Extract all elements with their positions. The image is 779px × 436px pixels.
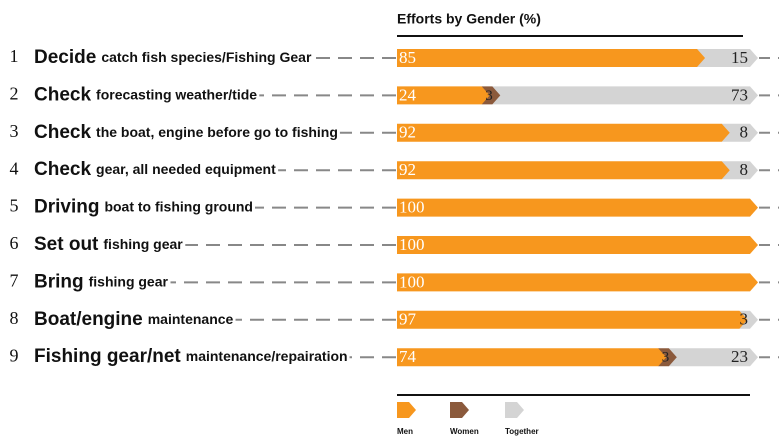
row-label: 3 Check the boat, engine before go to fish… xyxy=(0,120,340,145)
label-background xyxy=(0,195,255,220)
row-number: 8 xyxy=(10,308,19,328)
row-number: 3 xyxy=(10,121,19,141)
row-number: 9 xyxy=(10,345,19,365)
label-background xyxy=(0,158,279,183)
bar-segment xyxy=(397,123,730,142)
category-label: Fishing gear/net maintenance/repairation xyxy=(34,346,348,367)
bar-segment xyxy=(492,86,758,105)
category-lead: Driving xyxy=(34,197,99,218)
row-number: 2 xyxy=(10,84,19,104)
row-label: 7 Bring fishing gear xyxy=(0,270,171,295)
category-label: Bring fishing gear xyxy=(34,271,169,292)
label-background xyxy=(0,46,314,70)
bar-segment xyxy=(397,198,758,217)
category-lead: Check xyxy=(34,122,91,143)
bar-segment xyxy=(697,49,758,67)
bar-segment xyxy=(397,348,667,367)
value-label: 8 xyxy=(740,160,749,179)
bar-segment xyxy=(481,86,501,105)
value-label: 73 xyxy=(731,85,748,104)
legend-swatch xyxy=(505,402,524,418)
row-label: 9 Fishing gear/net maintenance/repairation xyxy=(0,345,350,370)
bar-segment xyxy=(658,348,677,367)
legend-label: Women xyxy=(450,427,479,436)
row-number: 7 xyxy=(10,271,19,291)
bar-segment xyxy=(668,348,758,367)
row-number: 5 xyxy=(10,196,19,216)
value-label: 100 xyxy=(399,198,425,217)
category-label: Check the boat, engine before go to fishi… xyxy=(34,122,338,143)
bar-segment xyxy=(397,49,706,67)
value-label: 92 xyxy=(399,123,416,142)
category-rest: catch fish species/Fishing Gear xyxy=(101,49,312,65)
category-rest: fishing gear xyxy=(89,273,169,289)
label-background xyxy=(0,307,236,332)
bar-segment xyxy=(397,273,758,292)
category-rest: fishing gear xyxy=(103,236,183,252)
value-label: 3 xyxy=(485,88,493,104)
category-rest: maintenance/repairation xyxy=(186,348,348,364)
category-lead: Check xyxy=(34,84,91,105)
category-label: Set out fishing gear xyxy=(34,234,183,255)
row-label: 1 Decide catch fish species/Fishing Gear xyxy=(0,46,314,70)
bar-segment xyxy=(397,236,758,254)
bar-segment xyxy=(739,310,758,329)
value-label: 23 xyxy=(731,347,748,366)
category-rest: the boat, engine before go to fishing xyxy=(96,124,338,140)
value-label: 100 xyxy=(399,235,425,254)
bar-segment xyxy=(721,161,758,180)
category-rest: boat to fishing ground xyxy=(104,198,253,214)
label-background xyxy=(0,270,171,295)
label-background xyxy=(0,345,350,370)
category-label: Check forecasting weather/tide xyxy=(34,84,257,105)
value-label: 3 xyxy=(662,350,670,366)
value-label: 24 xyxy=(399,85,417,104)
legend-label: Together xyxy=(505,427,539,436)
row-label: 8 Boat/engine maintenance xyxy=(0,307,236,332)
value-label: 92 xyxy=(399,160,416,179)
value-label: 85 xyxy=(399,48,416,67)
category-rest: gear, all needed equipment xyxy=(96,161,276,177)
bar-segment xyxy=(397,86,490,105)
category-lead: Fishing gear/net xyxy=(34,346,181,367)
category-label: Boat/engine maintenance xyxy=(34,309,234,330)
label-background xyxy=(0,120,340,145)
legend-swatch xyxy=(450,402,469,418)
legend-label: Men xyxy=(397,427,413,436)
row-number: 1 xyxy=(10,46,19,66)
category-rest: forecasting weather/tide xyxy=(96,86,257,102)
category-lead: Bring xyxy=(34,271,84,292)
bar-segment xyxy=(721,123,758,142)
value-label: 8 xyxy=(740,123,749,142)
bar-segment xyxy=(397,310,748,329)
value-label: 15 xyxy=(731,48,748,67)
category-lead: Set out xyxy=(34,234,99,255)
category-lead: Check xyxy=(34,159,91,180)
category-lead: Boat/engine xyxy=(34,309,143,330)
category-label: Decide catch fish species/Fishing Gear xyxy=(34,47,312,68)
row-label: 4 Check gear, all needed equipment xyxy=(0,158,279,183)
legend-swatch xyxy=(397,402,416,418)
row-number: 4 xyxy=(10,158,19,178)
row-label: 2 Check forecasting weather/tide xyxy=(0,83,260,108)
row-number: 6 xyxy=(10,233,19,253)
row-label: 6 Set out fishing gear xyxy=(0,233,186,257)
category-label: Check gear, all needed equipment xyxy=(34,159,276,180)
category-label: Driving boat to fishing ground xyxy=(34,197,253,218)
label-background xyxy=(0,233,186,257)
value-label: 74 xyxy=(399,347,417,366)
row-label: 5 Driving boat to fishing ground xyxy=(0,195,255,220)
value-label: 97 xyxy=(399,310,417,329)
bar-segment xyxy=(397,161,730,180)
value-label: 100 xyxy=(399,272,425,291)
chart-title: Efforts by Gender (%) xyxy=(397,11,541,27)
label-background xyxy=(0,83,260,108)
value-label: 3 xyxy=(740,310,749,329)
category-rest: maintenance xyxy=(148,311,234,327)
category-lead: Decide xyxy=(34,47,96,68)
